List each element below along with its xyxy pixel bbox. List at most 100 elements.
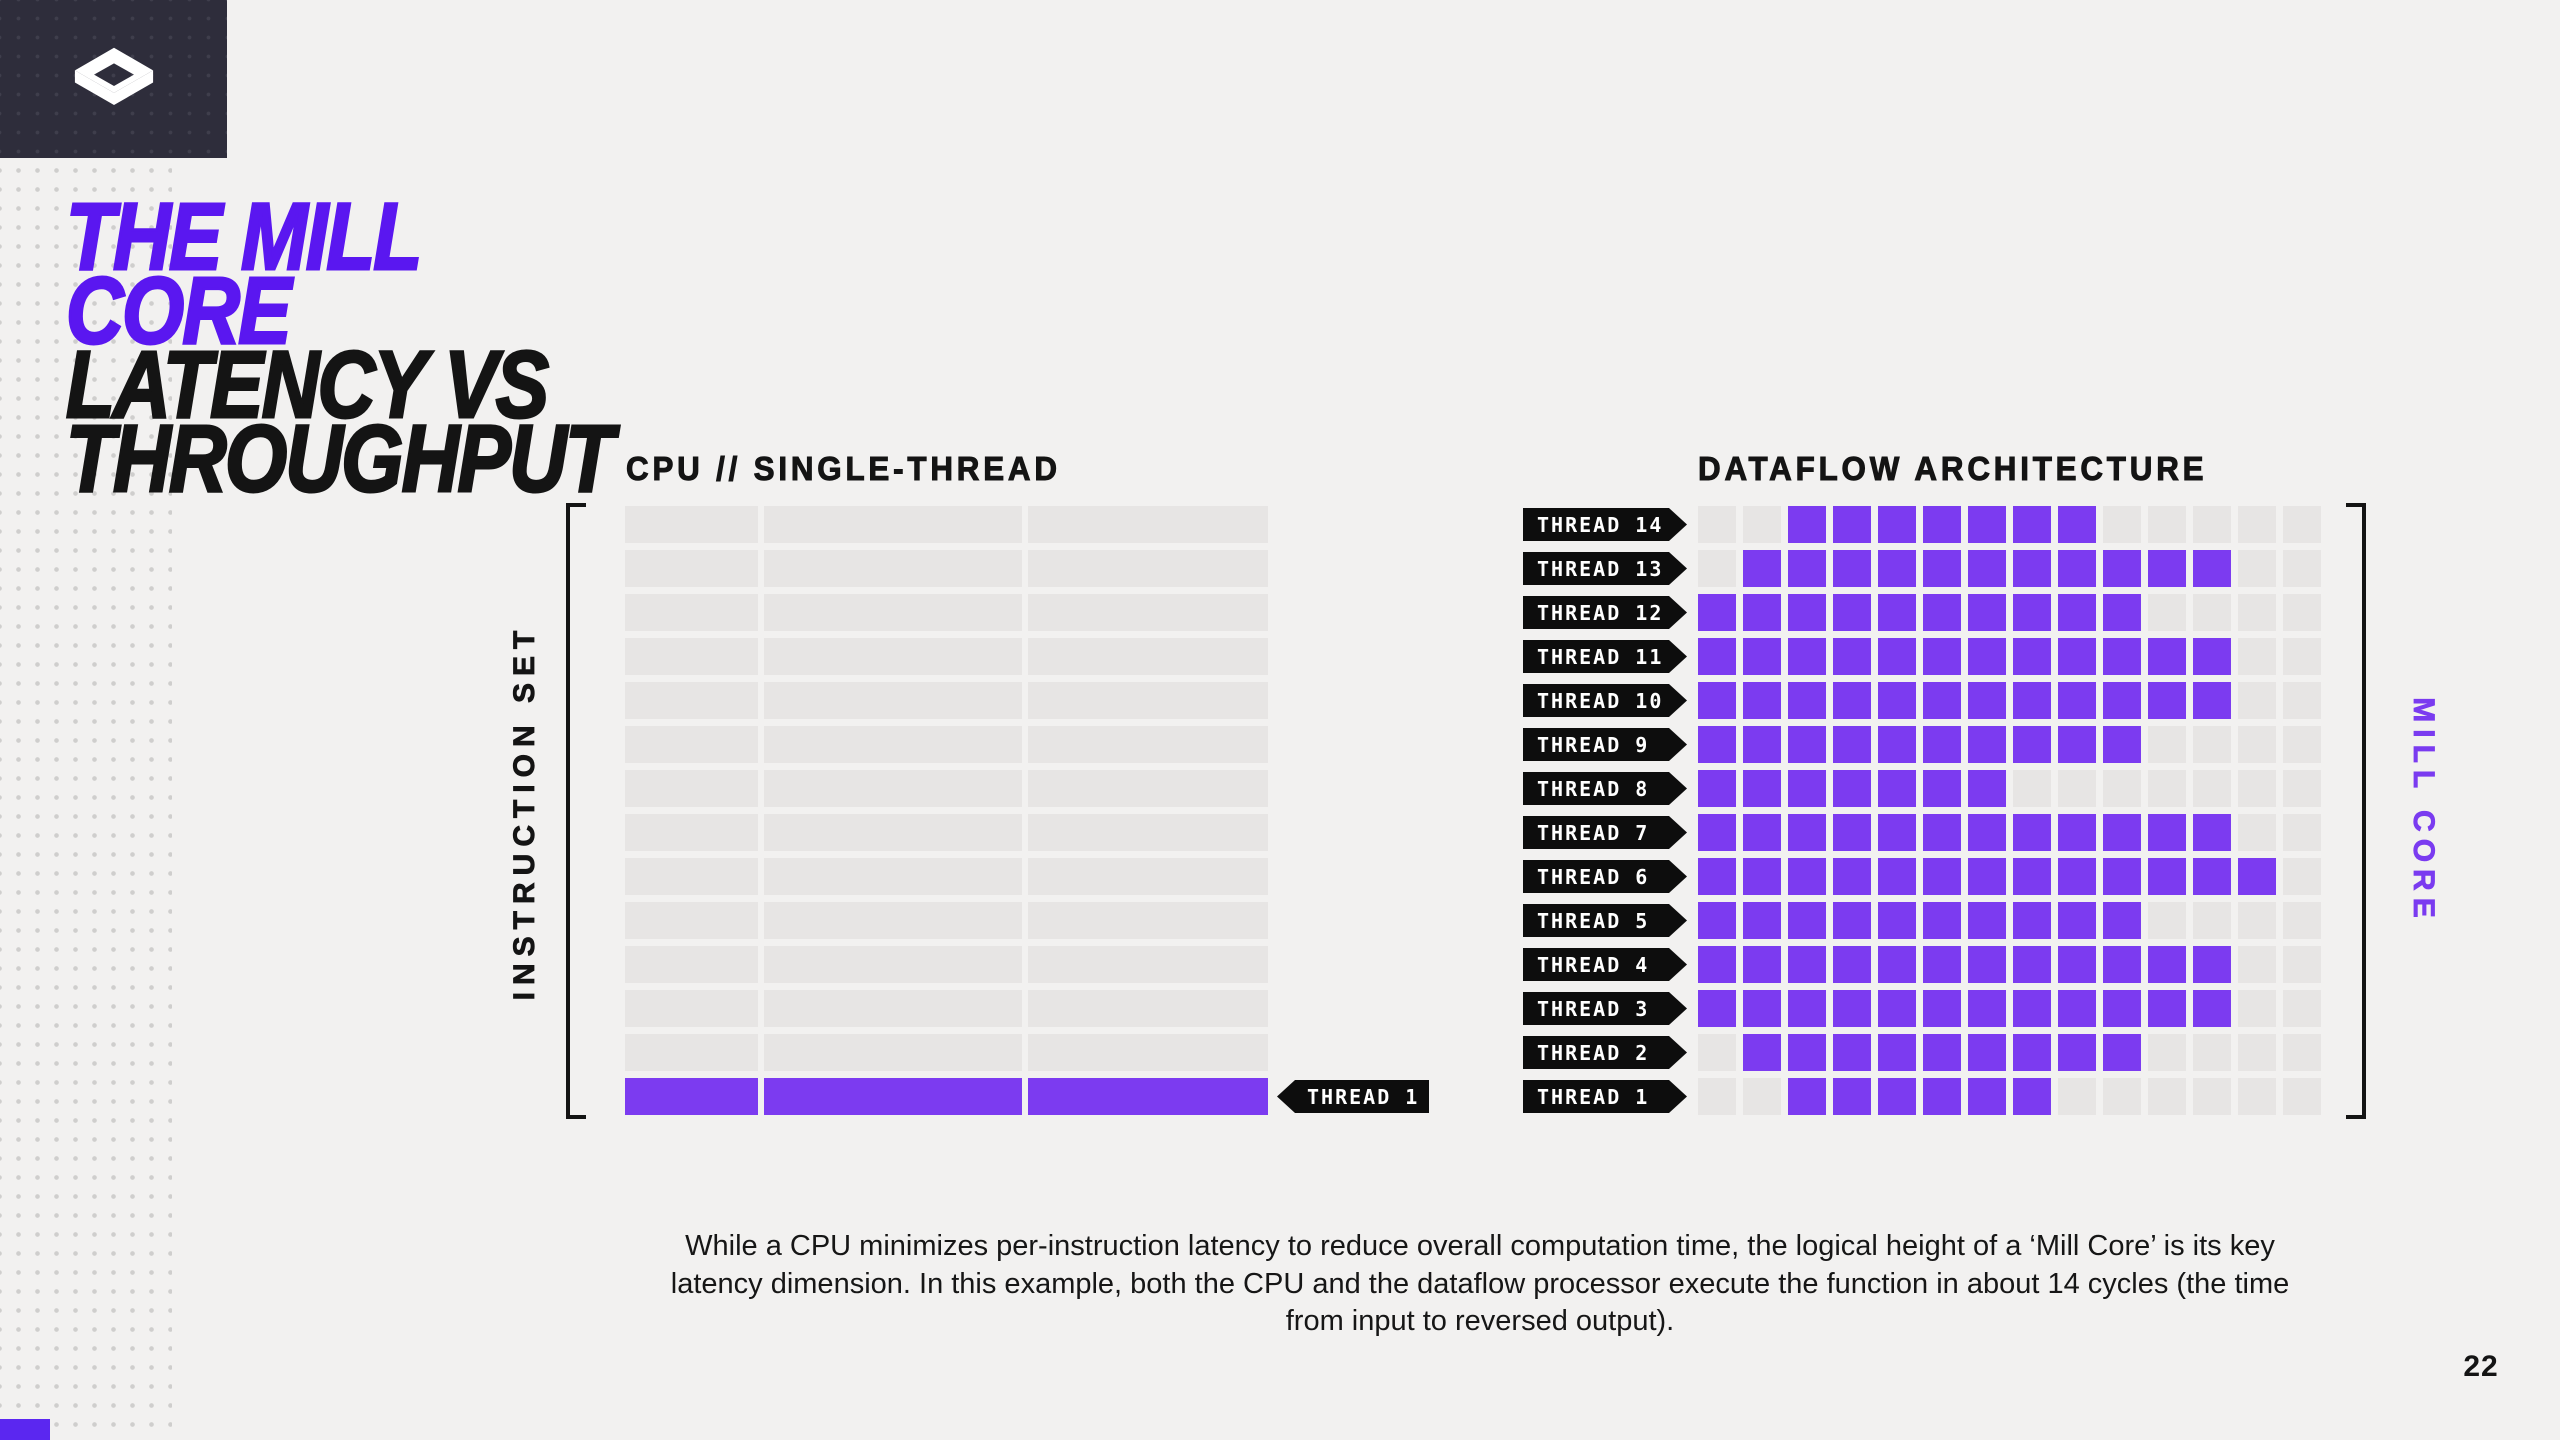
grid-cell (1698, 682, 1736, 719)
grid-cell (1968, 858, 2006, 895)
grid-cell (2193, 594, 2231, 631)
grid-cell (2058, 902, 2096, 939)
grid-cell (2148, 726, 2186, 763)
dot-pattern-background (0, 0, 172, 1440)
cpu-instruction-segment (1028, 770, 1268, 807)
title-line-4: THROUGHPUT (65, 406, 615, 512)
grid-cell (2283, 770, 2321, 807)
grid-cell (1743, 902, 1781, 939)
grid-cell (2103, 1034, 2141, 1071)
grid-cell (2283, 814, 2321, 851)
grid-cell (1788, 990, 1826, 1027)
grid-cell (1923, 506, 1961, 543)
grid-cell (1743, 1034, 1781, 1071)
grid-cell (1923, 814, 1961, 851)
cpu-instruction-segment (1028, 814, 1268, 851)
grid-cell (1878, 946, 1916, 983)
grid-cell (2193, 638, 2231, 675)
grid-cell (2238, 946, 2276, 983)
grid-cell (1923, 858, 1961, 895)
thread-tag-label: THREAD 9 (1537, 732, 1650, 757)
grid-cell (1743, 594, 1781, 631)
cpu-instruction-segment (764, 946, 1022, 983)
grid-cell (2148, 814, 2186, 851)
grid-cell (2103, 550, 2141, 587)
grid-cell (2058, 726, 2096, 763)
grid-cell (2148, 550, 2186, 587)
grid-cell (1878, 1078, 1916, 1115)
cpu-instruction-segment (764, 770, 1022, 807)
grid-cell (2193, 1034, 2231, 1071)
grid-cell (1743, 770, 1781, 807)
grid-cell (2103, 858, 2141, 895)
grid-cell (1968, 990, 2006, 1027)
grid-cell (2013, 902, 2051, 939)
grid-cell (1833, 1034, 1871, 1071)
cpu-instruction-segment (1028, 594, 1268, 631)
thread-tag: THREAD 13 (1523, 552, 1687, 585)
thread-tag-label: THREAD 10 (1537, 688, 1664, 713)
grid-cell (1833, 814, 1871, 851)
grid-cell (2283, 990, 2321, 1027)
thread-tag-label: THREAD 4 (1537, 952, 1650, 977)
cpu-chart-title: CPU // SINGLE-THREAD (626, 450, 1061, 488)
grid-cell (2193, 902, 2231, 939)
grid-cell (1878, 506, 1916, 543)
grid-cell (1878, 814, 1916, 851)
grid-cell (1923, 1034, 1961, 1071)
grid-cell (1968, 770, 2006, 807)
grid-cell (2013, 946, 2051, 983)
grid-cell (2148, 1034, 2186, 1071)
grid-cell (2283, 946, 2321, 983)
cpu-instruction-segment (625, 594, 758, 631)
grid-cell (1743, 638, 1781, 675)
cpu-row-empty (625, 550, 1268, 587)
mill-core-axis-label: MILL CORE (2407, 697, 2441, 925)
grid-cell (2148, 770, 2186, 807)
cpu-instruction-segment (625, 814, 758, 851)
grid-cell (1788, 1034, 1826, 1071)
grid-cell (2283, 506, 2321, 543)
grid-cell (1878, 1034, 1916, 1071)
cpu-instruction-segment (1028, 550, 1268, 587)
thread-tag: THREAD 14 (1523, 508, 1687, 541)
grid-cell (1743, 858, 1781, 895)
grid-cell (1923, 770, 1961, 807)
cpu-instruction-segment (764, 858, 1022, 895)
thread-tag: THREAD 7 (1523, 816, 1687, 849)
thread-tag: THREAD 5 (1523, 904, 1687, 937)
cpu-instruction-segment (625, 638, 758, 675)
mill-core-bracket (2346, 503, 2366, 1119)
grid-cell (2238, 1078, 2276, 1115)
page-title: THE MILL CORE LATENCY VS THROUGHPUT (65, 188, 615, 512)
cpu-row-empty (625, 682, 1268, 719)
grid-cell (2193, 1078, 2231, 1115)
grid-cell (2193, 506, 2231, 543)
cpu-instruction-segment (625, 902, 758, 939)
grid-cell (1968, 902, 2006, 939)
grid-cell (2238, 770, 2276, 807)
cpu-row-empty (625, 814, 1268, 851)
thread-tag-label: THREAD 7 (1537, 820, 1650, 845)
grid-cell (1923, 726, 1961, 763)
grid-cell (2058, 594, 2096, 631)
thread-tag-label: THREAD 12 (1537, 600, 1664, 625)
mill-logo-icon (74, 47, 153, 106)
grid-cell (1968, 814, 2006, 851)
thread-tag: THREAD 6 (1523, 860, 1687, 893)
grid-cell (1878, 770, 1916, 807)
logo-box (0, 0, 227, 158)
cpu-instruction-segment (1028, 946, 1268, 983)
grid-cell (1788, 946, 1826, 983)
cpu-instruction-segment (764, 594, 1022, 631)
grid-cell (1743, 990, 1781, 1027)
grid-cell (1833, 946, 1871, 983)
thread-tag: THREAD 8 (1523, 772, 1687, 805)
grid-cell (2013, 726, 2051, 763)
grid-cell (2148, 506, 2186, 543)
cpu-instruction-segment (1028, 902, 1268, 939)
cpu-instruction-segment (1028, 682, 1268, 719)
grid-cell (2238, 990, 2276, 1027)
grid-cell (2283, 594, 2321, 631)
grid-cell (1923, 682, 1961, 719)
